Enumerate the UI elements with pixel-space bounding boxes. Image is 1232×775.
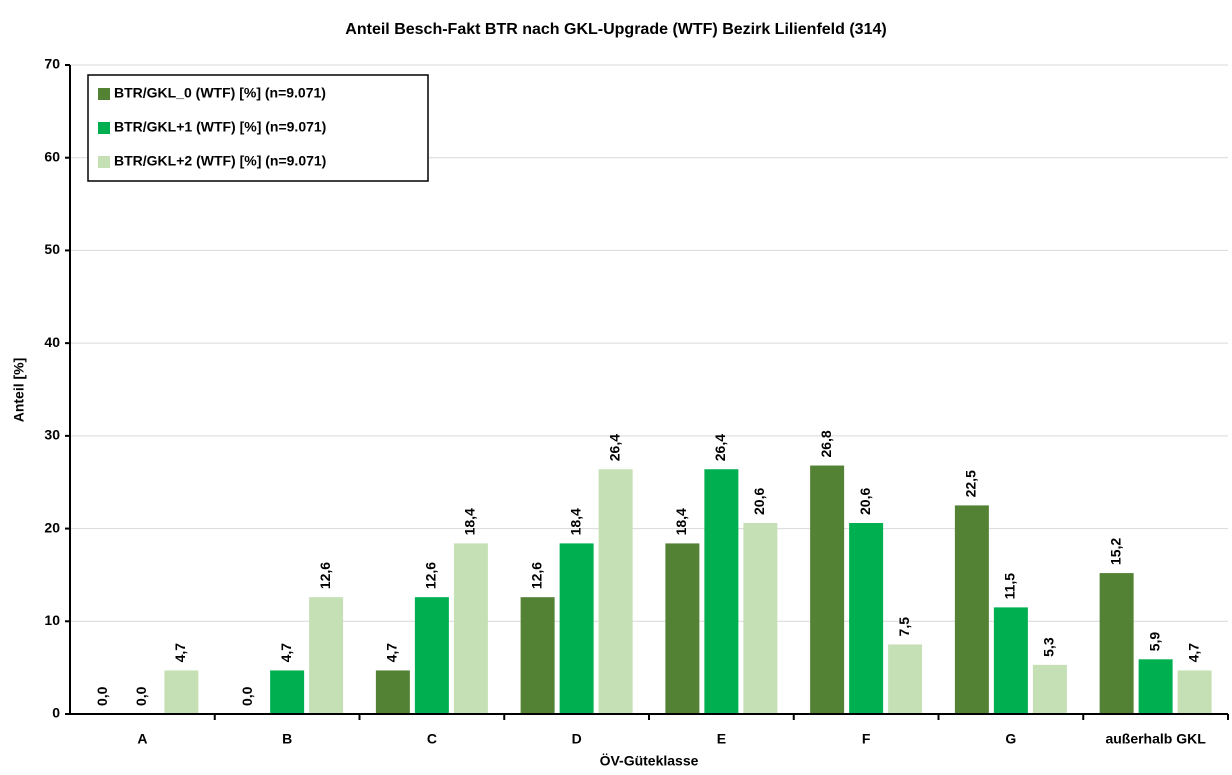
y-tick-label: 40 bbox=[44, 334, 60, 350]
bar bbox=[665, 543, 700, 714]
bar bbox=[1177, 670, 1212, 714]
value-label: 11,5 bbox=[1002, 573, 1018, 600]
bar bbox=[1138, 659, 1173, 714]
bar bbox=[1099, 573, 1134, 714]
bar bbox=[559, 543, 594, 714]
y-tick-label: 60 bbox=[44, 148, 60, 164]
legend-label: BTR/GKL+2 (WTF) [%] (n=9.071) bbox=[114, 153, 326, 169]
bar bbox=[810, 465, 845, 714]
value-label: 4,7 bbox=[384, 643, 400, 663]
value-label: 0,0 bbox=[94, 686, 110, 706]
legend-label: BTR/GKL_0 (WTF) [%] (n=9.071) bbox=[114, 85, 326, 101]
x-tick-label: E bbox=[717, 731, 726, 747]
legend-box bbox=[87, 74, 429, 182]
bar bbox=[520, 597, 555, 714]
value-label: 12,6 bbox=[317, 562, 333, 589]
value-label: 5,9 bbox=[1146, 632, 1162, 652]
bar bbox=[270, 670, 305, 714]
bar bbox=[598, 469, 633, 714]
value-label: 18,4 bbox=[462, 508, 478, 535]
bar bbox=[888, 644, 923, 714]
legend-swatch bbox=[98, 156, 110, 168]
chart-title: Anteil Besch-Fakt BTR nach GKL-Upgrade (… bbox=[345, 21, 886, 38]
y-tick-label: 0 bbox=[52, 705, 60, 721]
bar bbox=[414, 597, 449, 714]
y-tick-label: 70 bbox=[44, 56, 60, 72]
bar bbox=[309, 597, 344, 714]
value-label: 22,5 bbox=[963, 470, 979, 497]
value-label: 4,7 bbox=[1185, 643, 1201, 663]
x-tick-label: F bbox=[862, 731, 871, 747]
value-label: 12,6 bbox=[528, 562, 544, 589]
y-tick-label: 50 bbox=[44, 241, 60, 257]
legend-label: BTR/GKL+1 (WTF) [%] (n=9.071) bbox=[114, 119, 326, 135]
value-label: 4,7 bbox=[172, 643, 188, 663]
x-tick-label: C bbox=[427, 731, 437, 747]
x-tick-label: B bbox=[282, 731, 292, 747]
bar bbox=[375, 670, 410, 714]
x-tick-label: G bbox=[1005, 731, 1016, 747]
bar bbox=[743, 523, 778, 714]
value-label: 12,6 bbox=[423, 562, 439, 589]
y-tick-label: 30 bbox=[44, 427, 60, 443]
value-label: 4,7 bbox=[278, 643, 294, 663]
y-tick-label: 10 bbox=[44, 612, 60, 628]
value-label: 18,4 bbox=[673, 508, 689, 535]
bar bbox=[954, 505, 989, 714]
legend-swatch bbox=[98, 122, 110, 134]
value-label: 26,8 bbox=[818, 430, 834, 457]
bar bbox=[704, 469, 739, 714]
bar bbox=[164, 670, 199, 714]
value-label: 20,6 bbox=[857, 488, 873, 515]
bar bbox=[993, 607, 1028, 714]
value-label: 5,3 bbox=[1041, 637, 1057, 657]
x-tick-label: D bbox=[572, 731, 582, 747]
value-label: 7,5 bbox=[896, 617, 912, 637]
x-tick-label: A bbox=[137, 731, 147, 747]
value-label: 0,0 bbox=[239, 686, 255, 706]
value-label: 15,2 bbox=[1107, 538, 1123, 565]
value-label: 18,4 bbox=[567, 508, 583, 535]
x-tick-label: außerhalb GKL bbox=[1105, 731, 1206, 747]
value-label: 0,0 bbox=[133, 686, 149, 706]
value-label: 20,6 bbox=[751, 488, 767, 515]
legend-swatch bbox=[98, 88, 110, 100]
bar bbox=[453, 543, 488, 714]
y-tick-label: 20 bbox=[44, 519, 60, 535]
y-axis-label: Anteil [%] bbox=[11, 358, 27, 423]
x-axis-label: ÖV-Güteklasse bbox=[600, 753, 699, 769]
value-label: 26,4 bbox=[712, 434, 728, 461]
bar bbox=[849, 523, 884, 714]
value-label: 26,4 bbox=[606, 434, 622, 461]
bar bbox=[1032, 664, 1067, 714]
